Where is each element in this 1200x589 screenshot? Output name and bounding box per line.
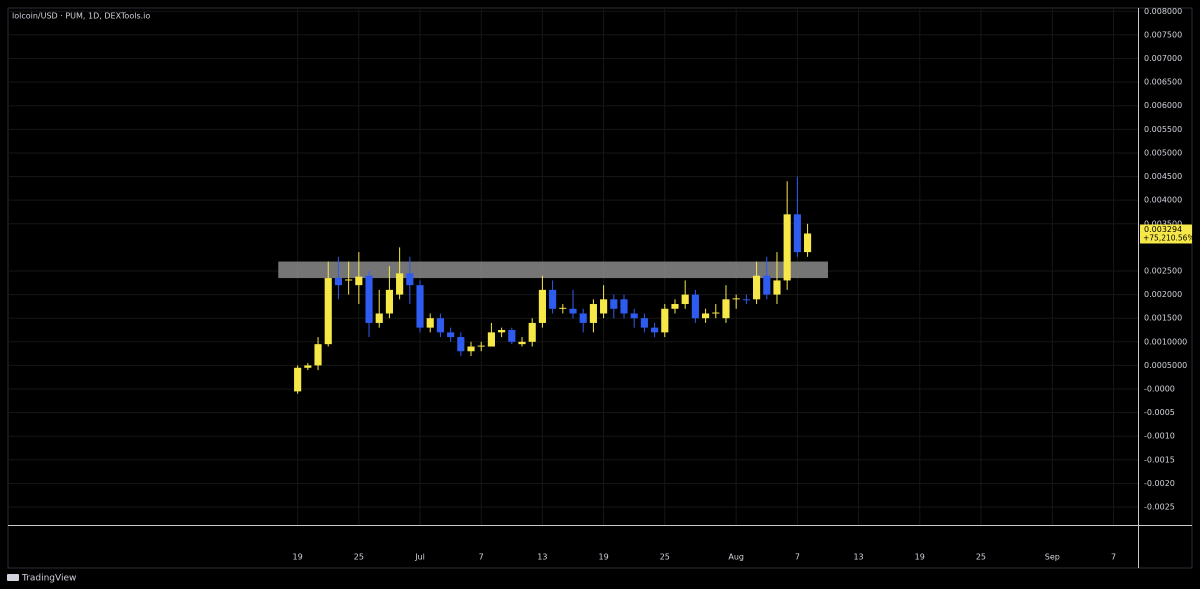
candle-body xyxy=(487,332,495,347)
candle-body xyxy=(712,312,720,314)
candle-body xyxy=(518,341,526,345)
candle-body xyxy=(477,345,485,347)
y-tick-label: 0.008000 xyxy=(1144,7,1182,16)
candle-body xyxy=(385,289,393,314)
candle-body xyxy=(691,294,699,319)
candle-body xyxy=(457,337,465,352)
y-tick-label: 0.0005000 xyxy=(1144,361,1187,370)
marks xyxy=(278,176,828,394)
candle-body xyxy=(334,278,343,286)
candle-body xyxy=(630,313,638,319)
candle-body xyxy=(436,318,444,333)
x-tick-label: Jul xyxy=(414,553,425,562)
candle-body xyxy=(681,294,689,305)
y-tick-label: -0.0015 xyxy=(1144,455,1175,464)
candle-body xyxy=(773,280,781,295)
candle-body xyxy=(620,299,628,314)
price-label: 0.003294 xyxy=(1144,225,1182,234)
grid xyxy=(8,8,1138,525)
candle-body xyxy=(508,330,516,342)
zone xyxy=(278,261,828,279)
candle-body xyxy=(447,332,455,338)
x-tick-label: 7 xyxy=(479,553,484,562)
x-tick-label: 7 xyxy=(795,553,800,562)
candle-body xyxy=(640,318,648,328)
y-tick-label: 0.003500 xyxy=(1144,219,1182,228)
candle-body xyxy=(345,279,353,281)
candle-body xyxy=(600,299,608,314)
candle-body xyxy=(763,275,771,295)
candle-body xyxy=(528,322,536,342)
candle-body xyxy=(702,313,710,319)
footer: TradingView xyxy=(21,574,76,584)
y-tick-label: 0.002000 xyxy=(1144,290,1182,299)
y-tick-label: -0.0010 xyxy=(1144,432,1175,441)
candle-body xyxy=(375,313,383,323)
x-tick-label: 13 xyxy=(853,553,863,562)
candle-body xyxy=(416,285,424,328)
candle-body xyxy=(610,299,618,309)
price-label-box xyxy=(1140,224,1192,244)
change-label: +75,210.56% xyxy=(1143,233,1195,242)
candle-body xyxy=(498,330,506,333)
chart-title: lolcoin/USD · PUM, 1D, DEXTools.io xyxy=(12,12,150,21)
frame xyxy=(7,7,1193,569)
candle-body xyxy=(793,214,801,253)
candle-body xyxy=(426,318,434,328)
x-tick-label: 25 xyxy=(354,553,364,562)
candle-body xyxy=(538,289,546,323)
x-tick-label: 25 xyxy=(660,553,670,562)
y-tick-label: 0.004500 xyxy=(1144,172,1182,181)
x-tick-label: 19 xyxy=(915,553,925,562)
y-tick-label: 0.007500 xyxy=(1144,30,1182,39)
y-tick-label: -0.0005 xyxy=(1144,408,1175,417)
candle-body xyxy=(742,299,750,301)
y-tick-label: 0.007000 xyxy=(1144,54,1182,63)
candle-body xyxy=(314,344,322,366)
x-tick-label: 25 xyxy=(976,553,986,562)
y-tick-label: 0.0010000 xyxy=(1144,337,1187,346)
y-tick-label: -0.0020 xyxy=(1144,479,1175,488)
candle-body xyxy=(753,275,761,300)
candle-body xyxy=(783,214,791,281)
x-tick-label: Aug xyxy=(728,553,744,562)
y-tick-label: 0.002500 xyxy=(1144,266,1182,275)
x-tick-label: 13 xyxy=(537,553,547,562)
candle-body xyxy=(467,346,475,352)
y-tick-label: 0.004000 xyxy=(1144,196,1182,205)
candle-body xyxy=(406,273,414,286)
x-tick-label: 19 xyxy=(293,553,303,562)
y-tick-label: 0.006500 xyxy=(1144,78,1182,87)
x-tick-label: 7 xyxy=(1111,553,1116,562)
candle-body xyxy=(671,304,679,309)
x-tick-label: Sep xyxy=(1045,553,1060,562)
candle-body xyxy=(396,273,404,295)
y-tick-label: 0.006000 xyxy=(1144,101,1182,110)
y-tick-label: 0.001500 xyxy=(1144,314,1182,323)
candle-body xyxy=(355,276,363,286)
x-tick-label: 19 xyxy=(599,553,609,562)
candle-body xyxy=(559,307,567,309)
candle-body xyxy=(549,289,557,309)
y-tick-label: 0.005000 xyxy=(1144,148,1182,157)
y-tick-label: -0.0000 xyxy=(1144,385,1175,394)
candle-body xyxy=(365,275,373,323)
y-tick-label: -0.0025 xyxy=(1144,503,1175,512)
candle-body xyxy=(661,308,669,333)
candle-body xyxy=(324,278,332,345)
candle-body xyxy=(651,327,659,333)
candle-body xyxy=(732,298,740,300)
candle-body xyxy=(579,313,587,323)
y-tick-label: 0.005500 xyxy=(1144,125,1182,134)
candle-body xyxy=(589,304,597,323)
candle-body xyxy=(294,367,302,392)
candle-body xyxy=(304,365,312,368)
candle-body xyxy=(803,233,812,253)
logo xyxy=(7,574,19,581)
candle-body xyxy=(722,299,730,319)
candle-body xyxy=(569,308,577,314)
